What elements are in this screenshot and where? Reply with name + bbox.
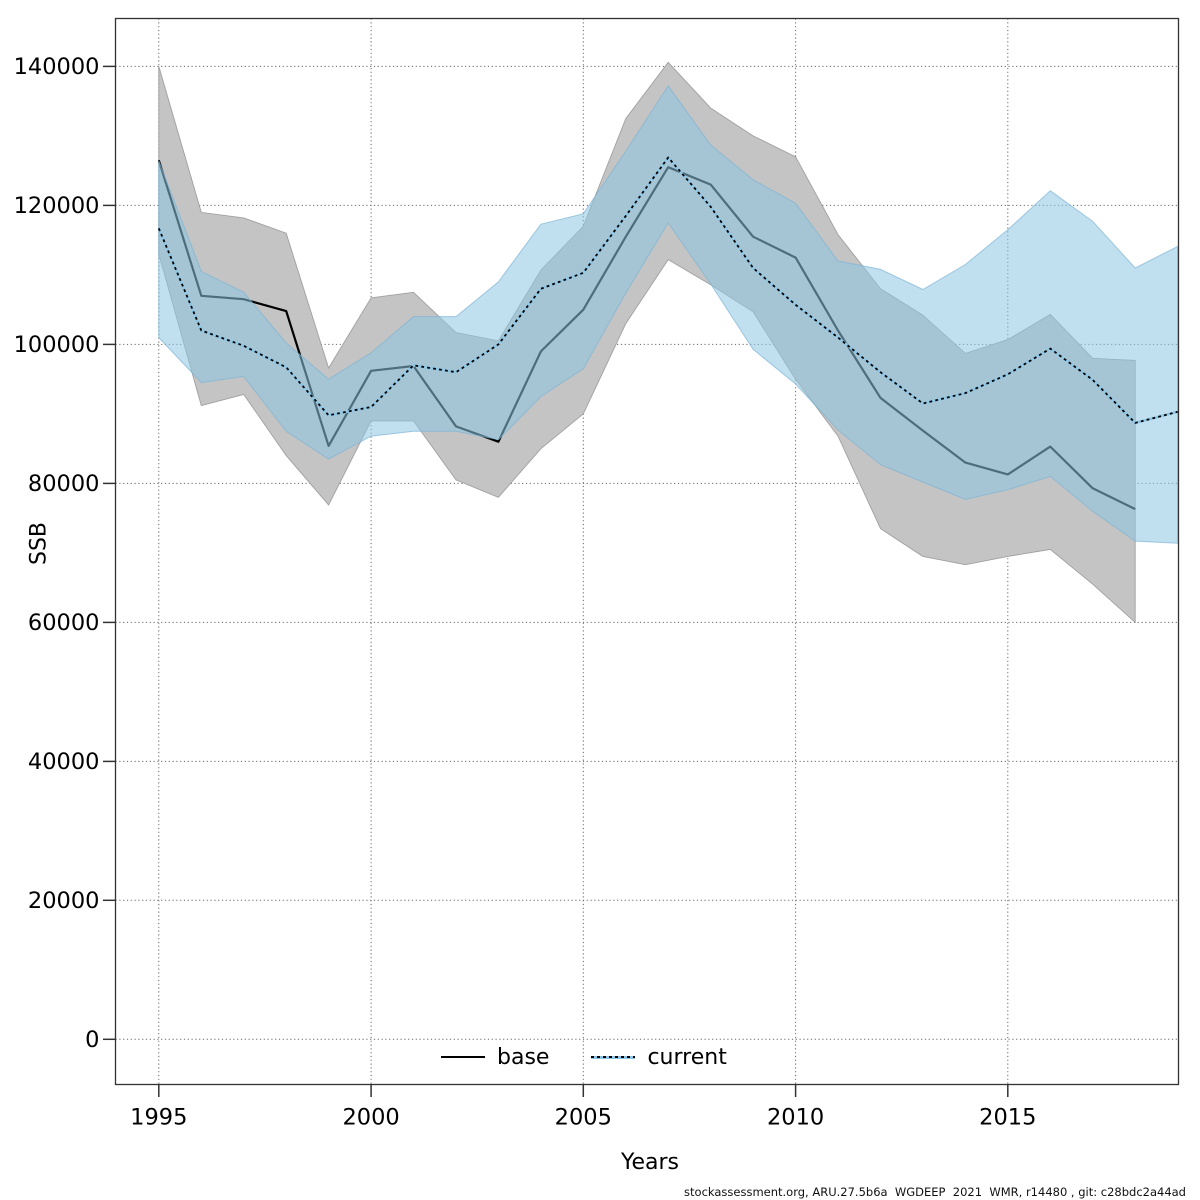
legend-item-base: base: [441, 1045, 549, 1070]
legend: base current: [441, 1044, 727, 1070]
y-tick-label: 0: [85, 1027, 99, 1053]
legend-label-base: base: [497, 1044, 550, 1070]
x-tick-label: 2010: [767, 1105, 824, 1131]
current-line: [157, 156, 1178, 424]
legend-label-current: current: [647, 1044, 727, 1070]
y-tick-label: 120000: [14, 193, 100, 219]
x-tick-label: 2005: [555, 1105, 612, 1131]
current-confidence-band: [158, 85, 1179, 544]
y-tick-label: 60000: [28, 610, 100, 636]
attribution-footer: stockassessment.org, ARU.27.5b6a WGDEEP …: [684, 1185, 1186, 1199]
y-axis-title: SSB: [26, 521, 52, 566]
legend-item-current: current: [591, 1044, 727, 1070]
x-axis-title: Years: [620, 1150, 680, 1175]
y-tick-label: 140000: [14, 54, 100, 80]
current-line-sample-dashes: [591, 1056, 636, 1058]
current-line-sample-icon: [591, 1055, 636, 1059]
y-tick-label: 20000: [28, 888, 100, 914]
x-tick-label: 2015: [979, 1105, 1036, 1131]
x-tick-label: 1995: [130, 1105, 187, 1131]
y-tick-label: 80000: [28, 471, 100, 497]
y-tick-label: 40000: [28, 749, 100, 775]
y-tick-label: 100000: [14, 332, 100, 358]
x-tick-label: 2000: [342, 1105, 399, 1131]
plot-border: [114, 17, 1180, 1086]
base-line-sample-icon: [441, 1056, 485, 1058]
